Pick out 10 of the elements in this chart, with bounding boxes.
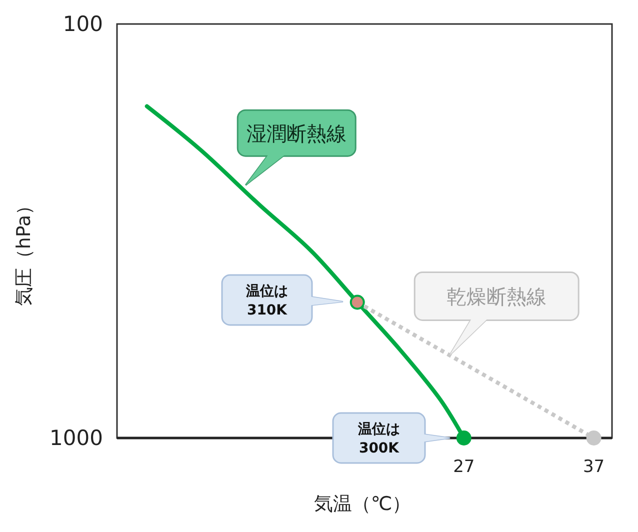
x-axis-title: 気温（℃） <box>314 493 412 515</box>
annotation: 温位は 310K <box>245 284 288 318</box>
y-tick-label: 100 <box>62 12 103 36</box>
y-tick-label: 1000 <box>50 426 103 450</box>
annotation: 温位は 300K <box>357 422 400 456</box>
annotation: 湿潤断熱線 <box>246 121 347 146</box>
x-tick-label: 37 <box>582 457 605 477</box>
x-tick-label: 27 <box>453 457 475 477</box>
annotation: 乾燥断熱線 <box>446 284 547 308</box>
y-axis-title: 気圧（hPa） <box>13 196 35 306</box>
